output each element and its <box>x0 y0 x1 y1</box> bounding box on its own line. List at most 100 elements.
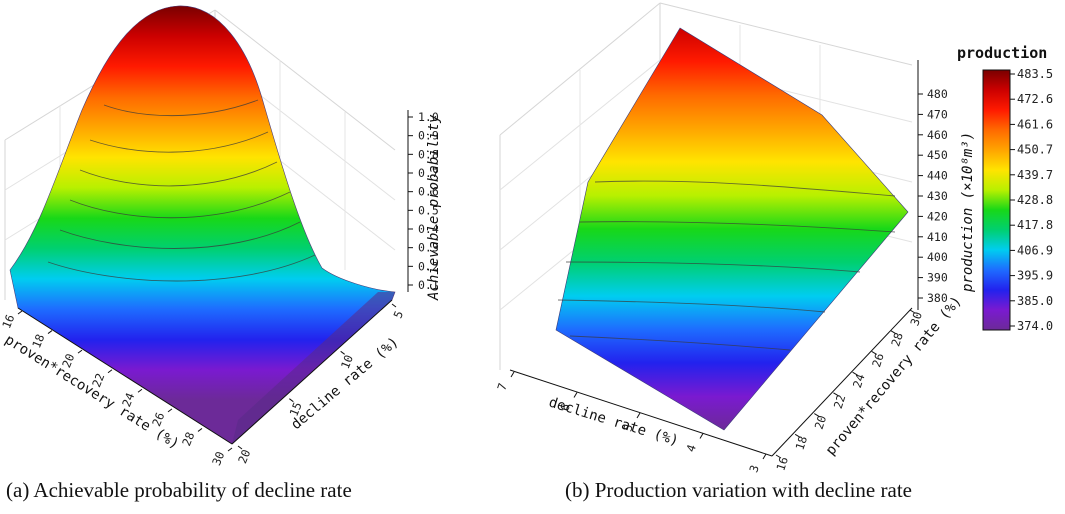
panel-b-y-tick-mark <box>852 371 858 376</box>
panel-a-x-tick-mark <box>167 408 173 413</box>
panel-b-z-tick-label: 400 <box>927 250 948 264</box>
panel-a-x-tick-label: 26 <box>149 410 167 428</box>
panel-b-y-tick-label: 16 <box>773 455 791 473</box>
panel-b-z-tick-label: 410 <box>927 230 948 244</box>
panel-a-x-tick-label: 20 <box>59 352 77 370</box>
colorbar-tick-label: 483.5 <box>1017 67 1053 81</box>
panel-b-z-axis-label: production (×10⁸m³) <box>960 132 976 293</box>
panel-b-x-tick-mark <box>699 433 704 439</box>
colorbar-bar <box>982 69 1011 331</box>
panel-a-x-tick-mark <box>227 447 233 452</box>
panel-b-y-tick-label: 22 <box>831 393 849 411</box>
colorbar-title: production <box>957 44 1047 62</box>
panel-a-y-tick-label: 15 <box>287 400 305 418</box>
panel-b-x-tick-label: 7 <box>494 381 509 392</box>
panel-a-z-tick-label: 0.5 <box>418 203 439 217</box>
colorbar-tick-label: 428.8 <box>1017 193 1053 207</box>
panel-b-z-tick-label: 420 <box>927 209 948 223</box>
panel-b-floor-axis <box>509 60 919 457</box>
panel-b-contours <box>557 180 896 351</box>
panel-b-y-tick-label: 24 <box>850 372 868 390</box>
panel-a-y-tick-label: 10 <box>338 353 356 371</box>
panel-a-y-tick-mark <box>391 303 397 308</box>
panel-b-y-tick-mark <box>890 330 897 335</box>
panel-b-y-tick-label: 28 <box>888 331 906 349</box>
panel-b-z-tick-label: 470 <box>927 107 948 121</box>
panel-b-x-tick-label: 3 <box>746 463 761 474</box>
panel-b-x-tick-mark <box>762 453 767 460</box>
panel-a-z-tick-label: 0.8 <box>418 147 439 161</box>
colorbar-tick-label: 417.8 <box>1017 218 1053 232</box>
panel-b-z-tick-label: 450 <box>927 148 948 162</box>
panel-a-x-tick-mark <box>47 330 53 334</box>
panel-b-y-tick-mark <box>775 454 782 459</box>
panel-a-y-tick-label: 20 <box>235 447 253 465</box>
panel-a-z-tick-label: 0.3 <box>418 241 439 255</box>
panel-b-z-tick-label: 460 <box>927 128 948 142</box>
colorbar-tick-label: 406.9 <box>1017 243 1053 257</box>
panel-b-y-tick-label: 30 <box>907 310 925 328</box>
panel-a-surface <box>9 5 396 445</box>
panel-a-y-ticks: 5 10 15 20 <box>235 303 407 466</box>
panel-b-x-tick-mark <box>636 412 641 419</box>
panel-a-y-tick-mark <box>340 350 345 355</box>
panel-b-x-tick-label: 5 <box>620 422 635 433</box>
panel-b-x-tick-mark <box>573 392 578 398</box>
panel-a-z-tick-label: 0.4 <box>418 222 439 236</box>
panel-b-y-axis-label: proven*recovery rate (%) <box>823 293 965 458</box>
colorbar-tick-label: 385.0 <box>1017 294 1053 308</box>
panel-b-x-tick-mark <box>510 371 515 378</box>
panel-b-y-tick-mark <box>909 309 916 314</box>
panel-b-x-tick-label: 6 <box>557 402 572 413</box>
panel-a-z-axis-label: Achievable probability <box>426 114 442 301</box>
panel-b-x-tick-label: 4 <box>683 443 698 454</box>
panel-b-y-tick-mark <box>833 392 839 397</box>
panel-b-z-tick-label: 440 <box>927 169 948 183</box>
panel-a-y-tick-mark <box>237 445 243 450</box>
colorbar-tick-label: 374.0 <box>1017 319 1053 333</box>
panel-a-x-tick-mark <box>197 428 203 432</box>
colorbar: production 483.5 472.6 461.6 450.7 439.7 428.… <box>957 44 1053 333</box>
panel-a-z-tick-label: 0.2 <box>418 259 439 273</box>
panel-a-x-tick-mark <box>77 349 83 354</box>
panel-a-x-tick-label: 30 <box>209 449 227 467</box>
panel-a-probability-surface: 16 18 20 22 24 26 28 30 5 10 15 20 0.1 0.2 0.3 0.4 0.5… <box>0 5 442 468</box>
panel-a-x-tick-label: 18 <box>29 332 47 350</box>
panel-a-x-tick-mark <box>137 388 143 393</box>
panel-b-y-tick-label: 26 <box>869 351 887 369</box>
panel-b-y-tick-label: 20 <box>812 414 830 432</box>
colorbar-tick-label: 395.9 <box>1017 269 1053 283</box>
panel-b-y-tick-mark <box>794 433 801 438</box>
colorbar-tick-label: 472.6 <box>1017 92 1053 106</box>
panel-a-x-ticks: 16 18 20 22 24 26 28 30 <box>0 310 233 468</box>
panel-a-z-tick-label: 0.7 <box>418 166 439 180</box>
panel-b-z-ticks: 380 390 400 410 420 430 440 450 460 470 480 <box>918 87 948 305</box>
panel-a-z-ticks: 0.1 0.2 0.3 0.4 0.5 0.6 0.7 0.8 0.9 1.0 <box>408 110 439 292</box>
panel-a-x-tick-label: 16 <box>0 312 17 330</box>
colorbar-tick-label: 450.7 <box>1017 143 1053 157</box>
panel-a-x-tick-mark <box>107 369 113 374</box>
panel-a-x-tick-label: 28 <box>179 430 197 448</box>
panel-b-x-ticks: 7 6 5 4 3 <box>494 371 767 474</box>
panel-b-x-axis-label: decline rate (%) <box>547 395 681 450</box>
panel-b-y-tick-mark <box>814 413 820 418</box>
panel-a-z-tick-label: 0.9 <box>418 129 439 143</box>
panel-a-y-tick-label: 5 <box>391 309 407 321</box>
panel-b-surface <box>555 27 909 431</box>
panel-b-y-tick-label: 18 <box>793 434 811 452</box>
panel-a-x-tick-mark <box>17 310 23 315</box>
colorbar-ticks: 483.5 472.6 461.6 450.7 439.7 428.8 417.8 406.9… <box>1010 67 1053 333</box>
caption-panel-a: (a) Achievable probability of decline ra… <box>6 478 352 502</box>
panel-a-y-tick-mark <box>289 398 294 403</box>
panel-b-z-tick-label: 480 <box>927 87 948 101</box>
colorbar-tick-label: 439.7 <box>1017 168 1053 182</box>
panel-b-y-tick-mark <box>871 350 877 355</box>
panel-a-floor-axis <box>17 110 409 445</box>
panel-a-contours <box>47 99 316 282</box>
panel-b-z-tick-label: 430 <box>927 189 948 203</box>
colorbar-tick-label: 461.6 <box>1017 117 1053 131</box>
panel-a-x-tick-label: 22 <box>89 371 107 389</box>
